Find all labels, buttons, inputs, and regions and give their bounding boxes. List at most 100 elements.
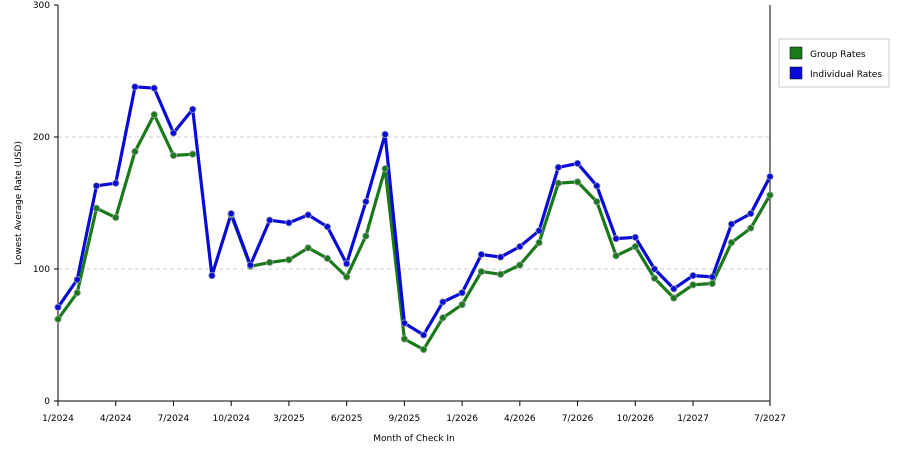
legend: Group Rates Individual Rates (778, 38, 890, 88)
y-tick-label: 100 (33, 265, 50, 275)
data-point-group (516, 261, 524, 269)
data-point-group (131, 147, 139, 156)
y-tick-label: 300 (33, 1, 50, 11)
x-tick-label: 4/2026 (504, 414, 536, 424)
x-tick-label: 6/2025 (331, 414, 363, 424)
x-tick-label: 10/2026 (617, 414, 655, 424)
data-point-group (266, 258, 274, 266)
data-point-group (73, 289, 81, 297)
data-point-individual (150, 84, 158, 92)
data-point-group (343, 273, 351, 281)
data-point-group (54, 315, 62, 323)
data-point-individual (496, 253, 505, 261)
data-point-group (496, 270, 505, 278)
data-point-group (400, 335, 408, 343)
data-point-group (362, 232, 370, 240)
y-tick-label: 0 (44, 397, 50, 407)
data-point-individual (323, 223, 332, 231)
x-tick-label: 1/2027 (677, 414, 709, 424)
data-point-group (458, 301, 466, 309)
x-tick-label: 4/2024 (100, 414, 132, 424)
data-point-group (747, 224, 755, 232)
data-point-individual (516, 242, 524, 251)
data-point-individual (420, 331, 428, 339)
x-tick-label: 7/2027 (754, 414, 786, 424)
x-tick-label: 10/2024 (212, 414, 250, 424)
data-point-individual (54, 303, 62, 311)
data-point-individual (400, 319, 408, 327)
legend-label-individual: Individual Rates (810, 70, 882, 80)
gridlines (58, 136, 770, 270)
data-point-individual (650, 265, 659, 273)
x-tick-label: 1/2026 (446, 414, 478, 424)
data-point-group (593, 198, 601, 206)
data-point-group (420, 345, 428, 354)
data-point-individual (535, 227, 543, 235)
data-point-group (535, 239, 543, 247)
data-point-individual (73, 275, 81, 284)
data-point-group (92, 204, 101, 212)
legend-swatch-individual (789, 66, 803, 80)
data-point-individual (131, 83, 139, 91)
data-point-group (766, 191, 774, 199)
data-point-individual (227, 209, 235, 218)
x-axis-title: Month of Check In (373, 434, 455, 444)
data-point-individual (343, 260, 351, 268)
data-point-individual (189, 105, 197, 113)
data-point-individual (208, 271, 216, 280)
data-point-individual (266, 216, 274, 224)
series-line-individual (56, 85, 772, 337)
data-point-individual (747, 209, 755, 218)
data-point-group (650, 274, 659, 282)
x-tick-label: 7/2026 (562, 414, 594, 424)
legend-label-group: Group Rates (810, 50, 866, 60)
data-point-group (285, 256, 293, 264)
data-point-group (689, 281, 697, 289)
data-point-individual (727, 220, 736, 228)
axes (54, 4, 771, 406)
data-point-individual (381, 130, 389, 138)
data-point-individual (304, 211, 312, 219)
x-tick-label: 1/2024 (42, 414, 74, 424)
tick-labels: 0 100 200 300 1/2024 4/2024 7/2024 10/2024 3/202… (33, 1, 786, 424)
data-point-individual (670, 285, 678, 293)
data-point-group (169, 151, 178, 160)
data-point-group (631, 242, 639, 251)
y-axis-title: Lowest Average Rate (USD) (14, 141, 24, 265)
data-point-group (727, 239, 736, 247)
data-point-individual (612, 235, 620, 243)
data-point-group (477, 268, 485, 276)
series-points (54, 83, 774, 354)
data-point-group (150, 110, 158, 119)
data-point-individual (285, 219, 293, 227)
data-point-individual (246, 261, 255, 269)
x-tick-label: 3/2025 (273, 414, 305, 424)
data-point-group (439, 314, 447, 322)
data-point-individual (477, 250, 485, 259)
data-point-individual (631, 233, 639, 241)
data-point-group (554, 179, 562, 187)
data-point-group (323, 254, 332, 263)
data-point-group (189, 150, 197, 158)
data-point-individual (689, 271, 697, 280)
legend-swatch-group (789, 46, 803, 60)
series-line-group (56, 113, 193, 321)
y-tick-label: 200 (33, 133, 50, 143)
data-point-individual (593, 182, 601, 190)
data-point-individual (554, 163, 562, 171)
data-point-group (612, 252, 620, 260)
data-point-individual (766, 173, 774, 181)
data-point-individual (92, 182, 101, 190)
series-lines (56, 85, 772, 352)
data-point-individual (362, 198, 370, 206)
data-point-individual (112, 179, 120, 187)
data-point-group (708, 279, 716, 288)
data-point-group (304, 244, 312, 252)
x-tick-label: 7/2024 (158, 414, 190, 424)
x-tick-label: 9/2025 (389, 414, 421, 424)
data-point-individual (458, 289, 466, 297)
data-point-individual (169, 129, 178, 137)
data-point-group (573, 178, 582, 186)
data-point-individual (439, 298, 447, 306)
